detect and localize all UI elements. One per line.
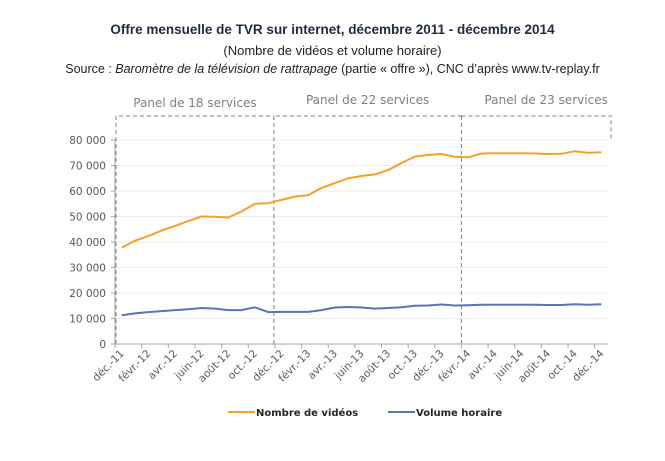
legend: Nombre de vidéos Volume horaire <box>228 407 502 419</box>
legend-label: Nombre de vidéos <box>256 407 358 419</box>
source-publication: Baromètre de la télévision de rattrapage <box>115 62 338 76</box>
y-tick-label: 20 000 <box>69 288 106 300</box>
panel-label: Panel de 18 services <box>133 96 256 110</box>
axes <box>111 139 608 348</box>
legend-label: Volume horaire <box>416 408 502 419</box>
y-tick-label: 30 000 <box>69 263 106 275</box>
series-line-videos <box>121 150 602 249</box>
y-tick-label: 0 <box>99 339 106 351</box>
y-tick-label: 10 000 <box>69 314 106 326</box>
panel-label: Panel de 23 services <box>485 93 608 107</box>
x-axis-labels: déc.-11févr.-12avr.-12juin-12août-12oct.… <box>90 347 606 385</box>
y-axis-labels: 0 10 000 20 000 30 000 40 000 50 000 60 000 70 … <box>69 135 106 351</box>
panel-annotations: Panel de 18 services Panel de 22 services… <box>115 93 612 344</box>
y-tick-label: 70 000 <box>69 161 106 173</box>
series-lines <box>121 150 602 317</box>
chart-source: Source : Baromètre de la télévision de r… <box>0 62 665 76</box>
source-prefix: Source : <box>65 62 116 76</box>
chart-subtitle: (Nombre de vidéos et volume horaire) <box>223 43 442 58</box>
series-line-hours <box>121 303 602 317</box>
y-tick-label: 40 000 <box>69 237 106 249</box>
panel-23-outline <box>461 115 612 140</box>
panel-18-outline <box>115 115 274 344</box>
y-tick-label: 80 000 <box>69 135 106 147</box>
source-suffix: (partie « offre »), CNC d’après www.tv-r… <box>337 62 600 76</box>
y-tick-label: 60 000 <box>69 186 106 198</box>
gridlines <box>115 139 608 319</box>
y-tick-label: 50 000 <box>69 212 106 224</box>
chart-title: Offre mensuelle de TVR sur internet, déc… <box>110 22 555 37</box>
panel-label: Panel de 22 services <box>306 93 429 107</box>
